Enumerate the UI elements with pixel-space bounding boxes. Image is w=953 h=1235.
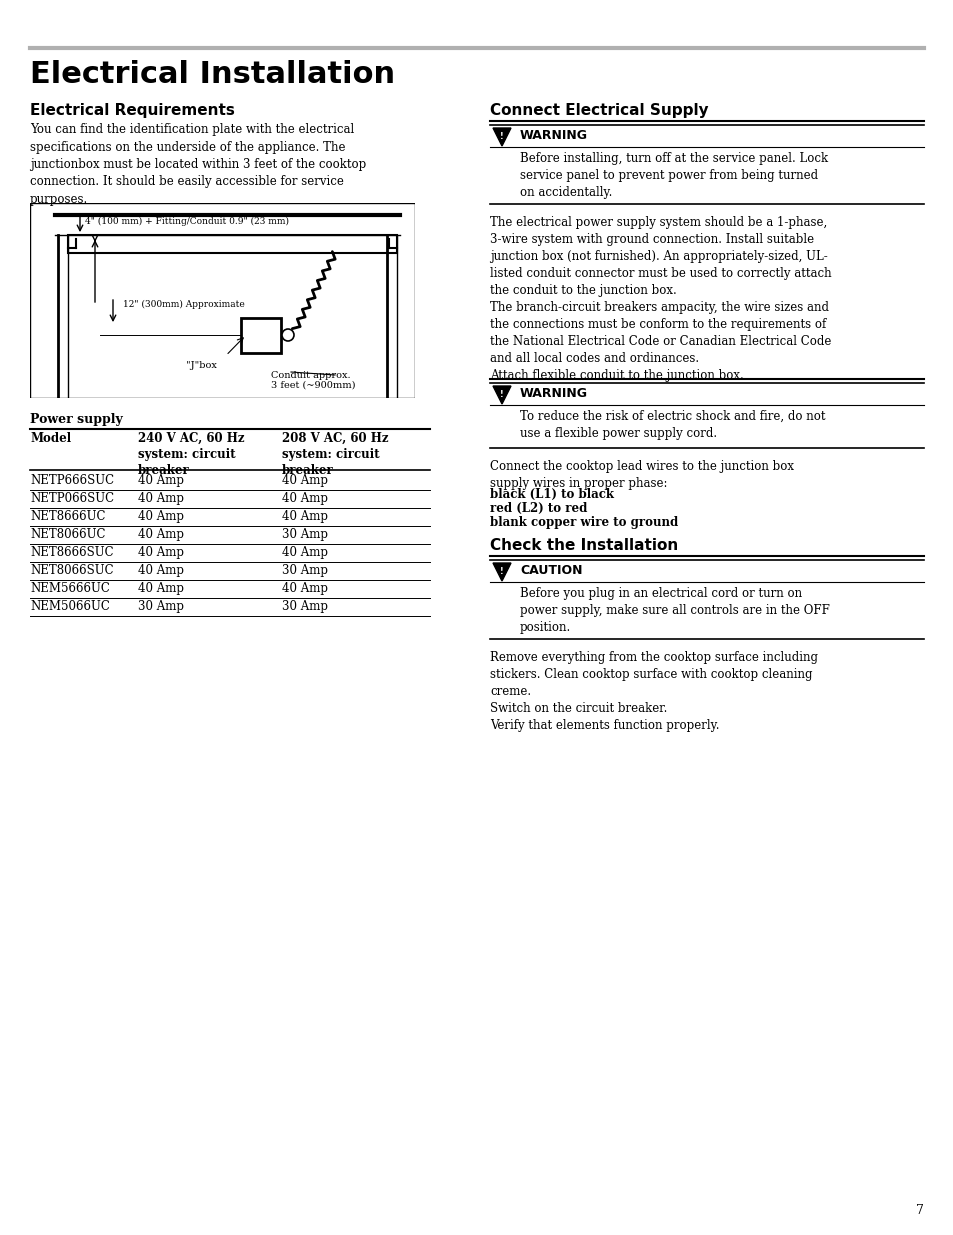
Text: Connect the cooktop lead wires to the junction box
supply wires in proper phase:: Connect the cooktop lead wires to the ju… — [490, 459, 793, 490]
Text: NET8066UC: NET8066UC — [30, 529, 106, 541]
Text: Power supply: Power supply — [30, 412, 123, 426]
Text: Electrical Requirements: Electrical Requirements — [30, 103, 234, 119]
Text: !: ! — [499, 132, 503, 141]
Text: 40 Amp: 40 Amp — [138, 546, 184, 559]
Text: 40 Amp: 40 Amp — [138, 492, 184, 505]
Text: To reduce the risk of electric shock and fire, do not
use a flexible power suppl: To reduce the risk of electric shock and… — [519, 410, 824, 440]
Text: The electrical power supply system should be a 1-phase,
3-wire system with groun: The electrical power supply system shoul… — [490, 216, 831, 382]
Circle shape — [282, 329, 294, 341]
Text: 40 Amp: 40 Amp — [282, 492, 328, 505]
Text: NET8066SUC: NET8066SUC — [30, 564, 113, 577]
Text: Before installing, turn off at the service panel. Lock
service panel to prevent : Before installing, turn off at the servi… — [519, 152, 827, 199]
Text: NEM5066UC: NEM5066UC — [30, 600, 110, 613]
Text: blank copper wire to ground: blank copper wire to ground — [490, 516, 678, 529]
Text: "J"box: "J"box — [186, 361, 216, 369]
Bar — [68, 235, 396, 253]
Text: 30 Amp: 30 Amp — [282, 529, 328, 541]
Text: 40 Amp: 40 Amp — [138, 510, 184, 522]
Text: 40 Amp: 40 Amp — [138, 564, 184, 577]
Text: 40 Amp: 40 Amp — [282, 474, 328, 487]
Text: 40 Amp: 40 Amp — [138, 474, 184, 487]
Text: 7: 7 — [915, 1204, 923, 1216]
Text: 4" (100 mm) + Fitting/Conduit 0.9" (23 mm): 4" (100 mm) + Fitting/Conduit 0.9" (23 m… — [85, 216, 289, 226]
Text: Connect Electrical Supply: Connect Electrical Supply — [490, 103, 708, 119]
Bar — [241, 317, 281, 352]
Text: NETP066SUC: NETP066SUC — [30, 492, 114, 505]
Text: 30 Amp: 30 Amp — [282, 564, 328, 577]
Text: 40 Amp: 40 Amp — [282, 582, 328, 595]
Text: Before you plug in an electrical cord or turn on
power supply, make sure all con: Before you plug in an electrical cord or… — [519, 587, 829, 634]
Text: 30 Amp: 30 Amp — [282, 600, 328, 613]
Text: WARNING: WARNING — [519, 387, 587, 400]
Text: Conduit approx.
3 feet (~900mm): Conduit approx. 3 feet (~900mm) — [271, 370, 355, 390]
Text: NET8666SUC: NET8666SUC — [30, 546, 113, 559]
Text: 240 V AC, 60 Hz
system: circuit
breaker: 240 V AC, 60 Hz system: circuit breaker — [138, 432, 244, 477]
Text: NET8666UC: NET8666UC — [30, 510, 106, 522]
Text: You can find the identification plate with the electrical
specifications on the : You can find the identification plate wi… — [30, 124, 366, 206]
Text: Model: Model — [30, 432, 71, 445]
Text: black (L1) to black: black (L1) to black — [490, 488, 614, 501]
Text: Electrical Installation: Electrical Installation — [30, 61, 395, 89]
Text: NETP666SUC: NETP666SUC — [30, 474, 114, 487]
Text: Remove everything from the cooktop surface including
stickers. Clean cooktop sur: Remove everything from the cooktop surfa… — [490, 651, 817, 732]
Text: !: ! — [499, 567, 503, 576]
Text: red (L2) to red: red (L2) to red — [490, 501, 587, 515]
Text: !: ! — [499, 389, 503, 399]
Text: 208 V AC, 60 Hz
system: circuit
breaker: 208 V AC, 60 Hz system: circuit breaker — [282, 432, 388, 477]
Text: 40 Amp: 40 Amp — [138, 582, 184, 595]
Text: 40 Amp: 40 Amp — [282, 510, 328, 522]
Text: CAUTION: CAUTION — [519, 564, 582, 577]
Text: WARNING: WARNING — [519, 128, 587, 142]
Text: 40 Amp: 40 Amp — [282, 546, 328, 559]
Text: 30 Amp: 30 Amp — [138, 600, 184, 613]
Text: NEM5666UC: NEM5666UC — [30, 582, 110, 595]
Text: Check the Installation: Check the Installation — [490, 538, 678, 553]
Text: 40 Amp: 40 Amp — [138, 529, 184, 541]
Text: 12" (300mm) Approximate: 12" (300mm) Approximate — [123, 300, 245, 309]
